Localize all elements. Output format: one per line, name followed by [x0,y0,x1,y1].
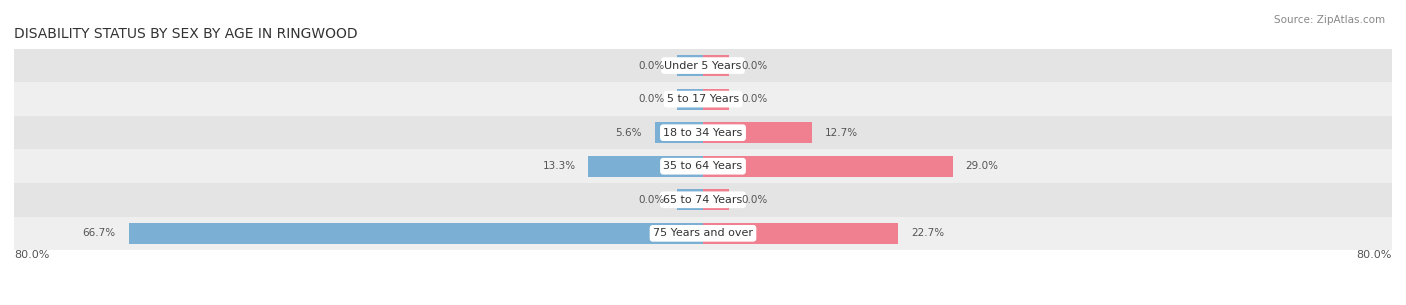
Bar [589,156,703,177]
Text: 75 Years and over: 75 Years and over [652,228,754,238]
Text: 0.0%: 0.0% [742,195,768,205]
Text: 66.7%: 66.7% [83,228,115,238]
Text: 35 to 64 Years: 35 to 64 Years [664,161,742,171]
Bar [14,49,1392,82]
Text: Under 5 Years: Under 5 Years [665,61,741,70]
Text: 0.0%: 0.0% [638,94,664,104]
Text: 29.0%: 29.0% [966,161,998,171]
Text: 65 to 74 Years: 65 to 74 Years [664,195,742,205]
Text: 0.0%: 0.0% [638,61,664,70]
Bar [655,122,703,143]
Bar [703,156,953,177]
Text: 5 to 17 Years: 5 to 17 Years [666,94,740,104]
Text: 80.0%: 80.0% [14,250,49,260]
Text: Source: ZipAtlas.com: Source: ZipAtlas.com [1274,15,1385,25]
Bar [703,122,813,143]
Bar [703,89,728,109]
Bar [128,223,703,244]
Text: 0.0%: 0.0% [742,61,768,70]
Text: 13.3%: 13.3% [543,161,575,171]
Text: 22.7%: 22.7% [911,228,945,238]
Text: 80.0%: 80.0% [1357,250,1392,260]
Bar [14,149,1392,183]
Text: DISABILITY STATUS BY SEX BY AGE IN RINGWOOD: DISABILITY STATUS BY SEX BY AGE IN RINGW… [14,27,357,41]
Bar [678,189,703,210]
Text: 0.0%: 0.0% [742,94,768,104]
Bar [678,89,703,109]
Bar [703,189,728,210]
Bar [14,217,1392,250]
Text: 18 to 34 Years: 18 to 34 Years [664,128,742,138]
Text: 0.0%: 0.0% [638,195,664,205]
Bar [703,223,898,244]
Text: 12.7%: 12.7% [825,128,859,138]
Bar [678,55,703,76]
Bar [14,116,1392,149]
Bar [14,183,1392,217]
Bar [703,55,728,76]
Text: 5.6%: 5.6% [616,128,643,138]
Bar [14,82,1392,116]
